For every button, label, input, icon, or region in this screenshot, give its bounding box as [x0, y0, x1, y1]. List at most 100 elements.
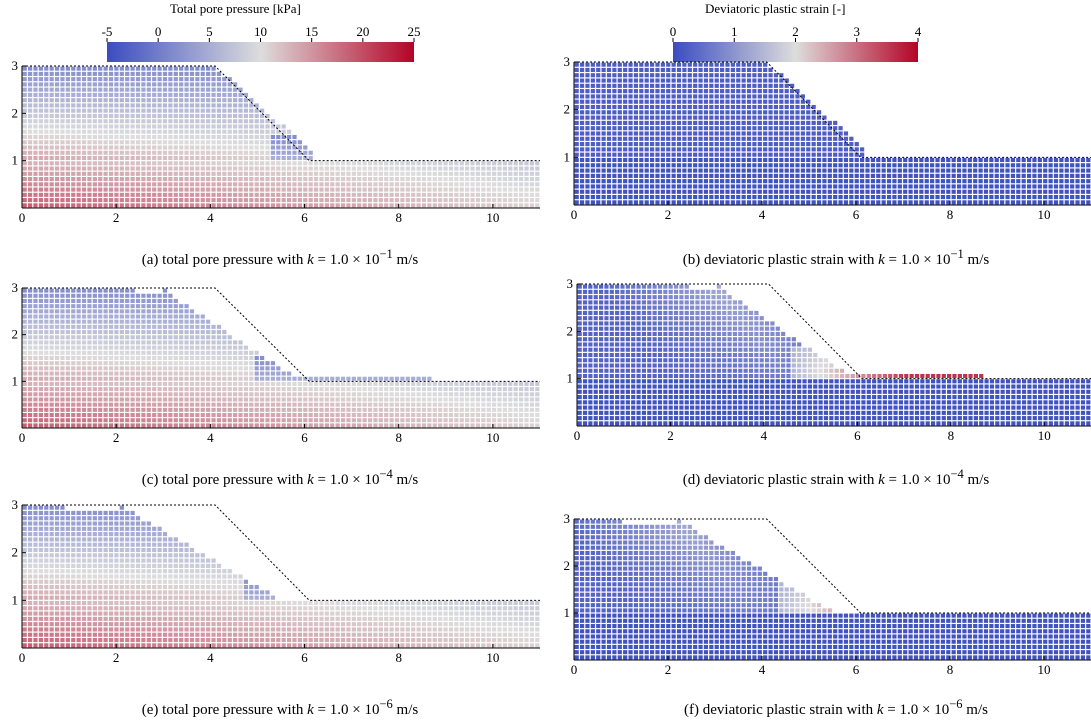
- panel-a-point: [152, 155, 157, 161]
- panel-a-point: [65, 150, 70, 155]
- panel-a-point: [135, 182, 141, 187]
- panel-b-point: [639, 189, 644, 194]
- panel-c-point: [357, 413, 362, 418]
- panel-c-point: [249, 361, 254, 366]
- panel-b-point: [649, 184, 655, 189]
- panel-a-point: [195, 171, 200, 176]
- panel-a-point: [189, 203, 195, 208]
- panel-a-point: [260, 155, 265, 161]
- panel-a-point: [303, 177, 308, 182]
- panel-a-point: [200, 192, 205, 197]
- panel-b-point: [838, 142, 843, 147]
- panel-a-point: [465, 192, 470, 197]
- panel-b-point: [719, 136, 725, 141]
- panel-c-point: [394, 402, 400, 407]
- panel-b-point: [806, 179, 811, 184]
- panel-a-point: [65, 66, 70, 71]
- panel-b-point: [1053, 168, 1059, 173]
- panel-b-point: [714, 189, 719, 194]
- panel-c-point: [33, 319, 38, 324]
- panel-a-point: [260, 113, 265, 119]
- panel-c-point: [141, 319, 146, 324]
- panel-c-point: [243, 366, 249, 371]
- panel-a-point: [292, 203, 297, 208]
- panel-b-point: [752, 126, 757, 131]
- panel-b-point: [746, 179, 752, 184]
- panel-b-point: [628, 168, 633, 173]
- panel-c-point: [367, 392, 373, 397]
- panel-a-point: [216, 203, 222, 208]
- panel-a-point: [135, 77, 141, 82]
- panel-b-point: [687, 173, 692, 178]
- panel-a-point: [200, 182, 205, 187]
- panel-b-point: [639, 62, 644, 67]
- panel-a-point: [157, 119, 162, 124]
- panel-a-point: [189, 166, 195, 171]
- panel-c-point: [438, 387, 443, 392]
- panel-c-point: [362, 376, 367, 381]
- panel-a-point: [114, 161, 119, 166]
- panel-a-point: [141, 108, 146, 113]
- panel-b-point: [628, 115, 633, 120]
- panel-b-point: [768, 189, 773, 194]
- panel-c-point: [114, 340, 119, 345]
- panel-c-point: [324, 381, 329, 386]
- panel-a-point: [502, 187, 508, 192]
- panel-c-point: [71, 355, 76, 361]
- panel-b-point: [628, 184, 633, 189]
- panel-c-point: [125, 376, 130, 381]
- panel-a-point: [173, 192, 178, 197]
- panel-c-point: [270, 392, 276, 397]
- panel-a-point: [157, 103, 162, 108]
- panel-c-point: [135, 397, 141, 402]
- panel-a-point: [427, 192, 432, 197]
- panel-b-point: [838, 179, 843, 184]
- panel-a-point: [265, 177, 270, 182]
- panel-c-point: [465, 413, 470, 418]
- panel-a-point: [373, 166, 378, 171]
- panel-b-point: [800, 173, 805, 178]
- panel-a-point: [216, 119, 222, 124]
- panel-a-point: [49, 192, 54, 197]
- panel-c-point: [448, 387, 454, 392]
- panel-c-point: [87, 366, 92, 371]
- panel-a-point: [254, 192, 259, 197]
- panel-b-point: [612, 94, 617, 99]
- panel-a-point: [324, 198, 329, 203]
- panel-c-point: [54, 413, 60, 418]
- panel-c-point: [367, 418, 373, 423]
- panel-a-point: [276, 182, 281, 187]
- panel-a-point: [173, 166, 178, 171]
- panel-c-point: [98, 350, 103, 355]
- panel-a-point: [308, 198, 313, 203]
- panel-c-point: [38, 345, 43, 350]
- panel-c-point: [135, 335, 141, 340]
- panel-b-point: [806, 126, 811, 131]
- panel-b-point: [574, 110, 579, 115]
- panel-a-point: [346, 177, 351, 182]
- panel-b-point: [714, 179, 719, 184]
- panel-a-point: [373, 192, 378, 197]
- panel-b-point: [617, 163, 622, 168]
- panel-b-point: [870, 157, 875, 163]
- panel-a-point: [76, 92, 81, 97]
- panel-c-point: [529, 423, 535, 428]
- panel-a-point: [184, 92, 189, 97]
- panel-b-point: [682, 157, 687, 163]
- panel-a-point: [146, 124, 151, 129]
- panel-a-point: [227, 182, 232, 187]
- panel-a-point: [130, 108, 135, 113]
- panel-b-point: [768, 73, 773, 78]
- panel-b-point: [924, 163, 929, 168]
- panel-a-point: [243, 98, 249, 103]
- panel-b-point: [703, 67, 709, 73]
- panel-a-point: [222, 198, 227, 203]
- panel-c-point: [81, 293, 87, 298]
- panel-b-point: [649, 163, 655, 168]
- panel-b-point: [908, 173, 913, 178]
- panel-c-point: [103, 392, 108, 397]
- panel-b-point: [811, 189, 816, 194]
- panel-a-point: [470, 177, 475, 182]
- panel-a-point: [179, 66, 184, 71]
- panel-c-point: [33, 314, 38, 319]
